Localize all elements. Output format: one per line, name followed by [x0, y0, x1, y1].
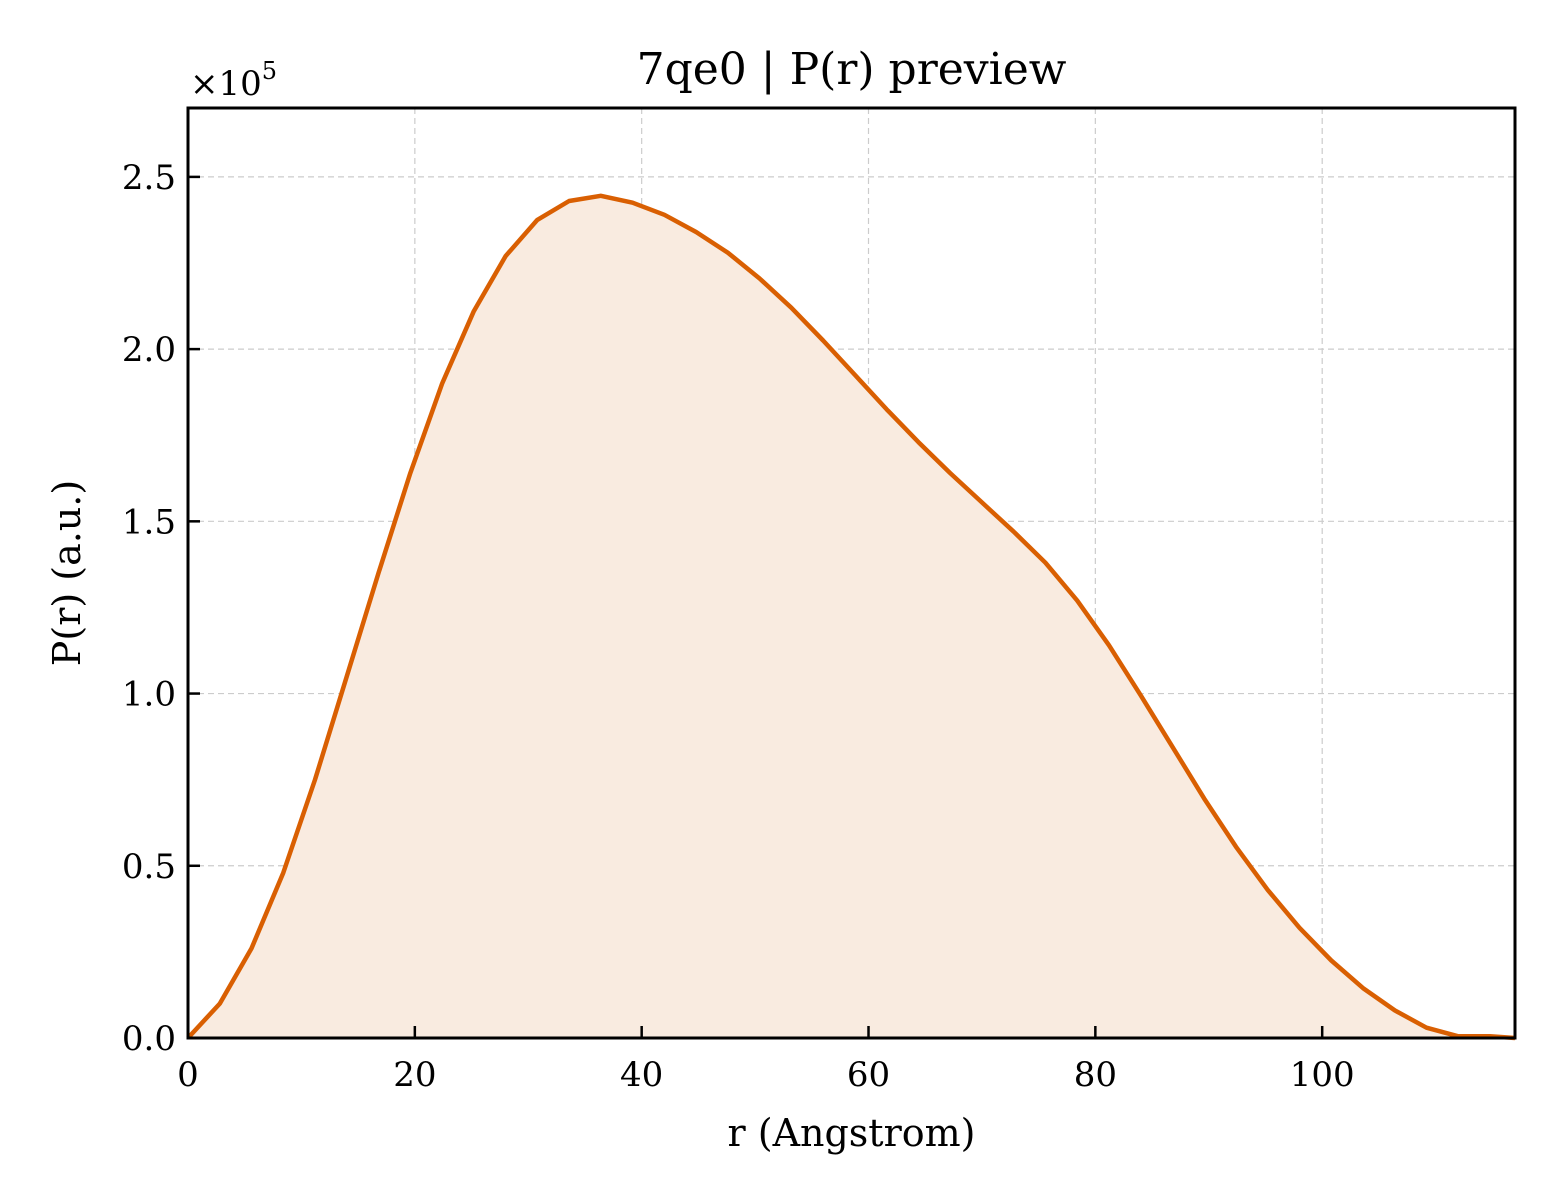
x-tick-label: 60: [847, 1055, 890, 1095]
y-tick-label: 2.0: [122, 330, 176, 370]
y-tick-label: 1.5: [122, 502, 176, 542]
x-tick-labels: 0 20 40 60 80 100: [177, 1055, 1354, 1095]
y-tick-label: 0.5: [122, 847, 176, 887]
y-multiplier-label: ×105: [190, 57, 277, 104]
chart-title: 7qe0 | P(r) preview: [637, 44, 1067, 95]
plot-frame: [186, 106, 1517, 1040]
pr-series-line: [186, 193, 1516, 1041]
y-multiplier-exponent: 5: [262, 57, 277, 85]
x-tick-label: 80: [1074, 1055, 1117, 1095]
x-tick-label: 40: [620, 1055, 663, 1095]
ticks: [186, 175, 1324, 1040]
x-tick-label: 100: [1290, 1055, 1355, 1095]
x-tick-label: 20: [393, 1055, 436, 1095]
y-tick-label: 1.0: [122, 675, 176, 715]
y-multiplier-base: ×10: [190, 64, 262, 104]
y-tick-label: 2.5: [122, 158, 176, 198]
y-tick-label: 0.0: [122, 1019, 176, 1059]
x-axis-label: r (Angstrom): [728, 1111, 976, 1155]
x-tick-label: 0: [177, 1055, 199, 1095]
y-tick-labels: 0.0 0.5 1.0 1.5 2.0 2.5: [122, 158, 176, 1059]
y-axis-label: P(r) (a.u.): [45, 480, 89, 666]
pr-area-fill: [188, 195, 1515, 1039]
